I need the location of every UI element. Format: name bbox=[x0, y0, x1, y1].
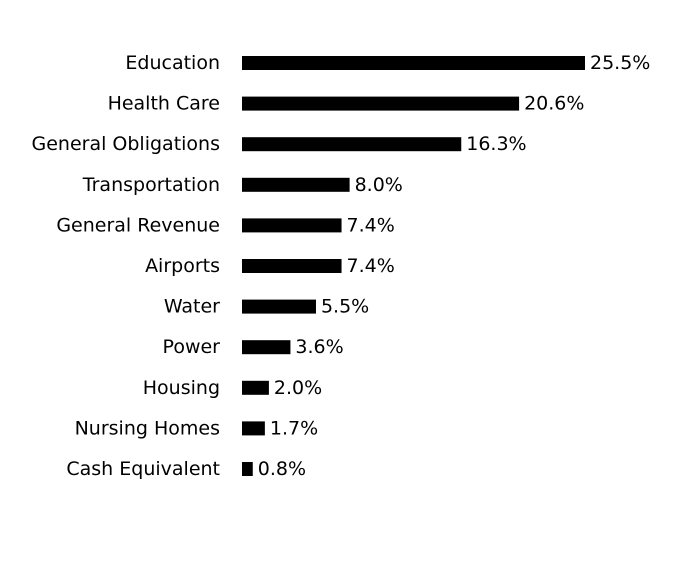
value-label: 20.6% bbox=[524, 93, 584, 115]
bar bbox=[242, 340, 291, 355]
category-label: General Obligations bbox=[32, 133, 221, 155]
bar bbox=[242, 259, 342, 273]
value-labels: 25.5% 20.6% 16.3% 8.0% 7.4% 7.4% 5.5% 3.6% 2.0% 1… bbox=[258, 52, 651, 480]
bar bbox=[242, 421, 265, 436]
value-label: 16.3% bbox=[466, 133, 526, 155]
category-label: Housing bbox=[143, 377, 220, 399]
bar bbox=[242, 299, 316, 314]
value-label: 1.7% bbox=[270, 417, 318, 439]
category-label: Water bbox=[164, 296, 220, 318]
bar bbox=[242, 96, 520, 111]
value-label: 7.4% bbox=[347, 255, 395, 277]
category-labels: Education Health Care General Obligations T… bbox=[32, 52, 221, 480]
bar bbox=[242, 56, 585, 70]
value-label: 8.0% bbox=[355, 174, 403, 196]
bar bbox=[242, 218, 342, 233]
value-label: 5.5% bbox=[321, 296, 369, 318]
category-label: General Revenue bbox=[56, 214, 220, 236]
bar bbox=[242, 380, 269, 395]
value-label: 2.0% bbox=[274, 377, 322, 399]
value-label: 25.5% bbox=[590, 52, 650, 74]
category-label: Power bbox=[163, 336, 221, 358]
category-label: Health Care bbox=[108, 93, 220, 115]
value-label: 3.6% bbox=[295, 336, 343, 358]
category-label: Airports bbox=[145, 255, 220, 277]
bars bbox=[242, 56, 585, 476]
bar bbox=[242, 462, 253, 476]
value-label: 7.4% bbox=[347, 214, 395, 236]
category-label: Nursing Homes bbox=[75, 417, 220, 439]
bar bbox=[242, 137, 462, 152]
category-label: Transportation bbox=[82, 174, 220, 196]
category-label: Cash Equivalent bbox=[66, 458, 220, 480]
category-label: Education bbox=[125, 52, 220, 74]
bar bbox=[242, 177, 350, 192]
value-label: 0.8% bbox=[258, 458, 306, 480]
